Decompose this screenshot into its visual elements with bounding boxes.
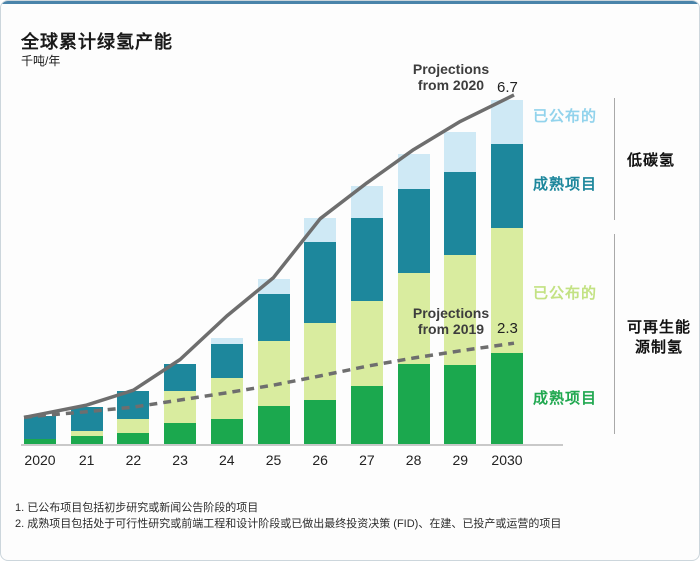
annotation-projections-2020: Projections from 2020 <box>395 61 507 93</box>
bar-24-renewable_mature <box>210 418 243 444</box>
group-label-renewable: 可再生能 源制氢 <box>619 318 699 358</box>
bracket-lowcarbon <box>614 98 615 220</box>
label-renewable-announced: 已公布的 <box>533 285 598 302</box>
annotation-projections-2019-line2: from 2019 <box>417 321 485 337</box>
bar-25-renewable_announced <box>257 341 290 407</box>
bar-28-lowcarbon_announced <box>397 154 430 189</box>
x-tick-21: 21 <box>78 452 95 468</box>
bar-28-lowcarbon_mature <box>397 189 430 273</box>
top-accent-bar <box>1 1 699 4</box>
bar-23-renewable_mature <box>164 423 197 444</box>
x-tick-22: 22 <box>125 452 142 468</box>
projection-line-proj2020 <box>23 93 515 420</box>
x-tick-25: 25 <box>265 452 282 468</box>
bar-29-renewable_mature <box>444 365 477 444</box>
bar-24-renewable_announced <box>210 378 243 419</box>
bar-26-renewable_mature <box>304 400 337 444</box>
value-label-6-7: 6.7 <box>497 79 518 96</box>
x-tick-2020: 2020 <box>24 452 56 468</box>
bar-25-renewable_mature <box>257 406 290 444</box>
bar-29-lowcarbon_mature <box>444 172 477 255</box>
bar-29-renewable_announced <box>444 255 477 366</box>
x-tick-2030: 2030 <box>491 452 523 468</box>
bar-28-renewable_mature <box>397 364 430 444</box>
bar-22-renewable_mature <box>117 433 150 444</box>
label-lowcarbon-announced: 已公布的 <box>533 108 598 125</box>
annotation-projections-2019: Projections from 2019 <box>395 305 507 337</box>
bar-27-renewable_mature <box>350 386 383 444</box>
bar-26-renewable_announced <box>304 323 337 400</box>
group-label-lowcarbon: 低碳氢 <box>627 152 676 169</box>
value-label-2-3: 2.3 <box>497 320 518 337</box>
bar-22-lowcarbon_mature <box>117 391 150 420</box>
page-subtitle: 千吨/年 <box>21 54 61 68</box>
bar-28-renewable_announced <box>397 273 430 365</box>
x-tick-27: 27 <box>359 452 375 468</box>
bar-2020-renewable_mature <box>24 438 56 444</box>
bar-29-lowcarbon_announced <box>444 132 477 173</box>
bar-2030-lowcarbon_mature <box>491 144 523 228</box>
bar-2030-lowcarbon_announced <box>491 100 523 144</box>
bar-21-renewable_mature <box>70 435 103 444</box>
bar-2030-renewable_mature <box>491 352 523 444</box>
annotation-projections-2020-line1: Projections <box>412 61 490 77</box>
bar-24-lowcarbon_announced <box>210 338 243 345</box>
annotation-projections-2019-line1: Projections <box>412 305 490 321</box>
x-tick-28: 28 <box>405 452 422 468</box>
group-label-renewable-line2: 源制氢 <box>634 339 683 356</box>
bar-24-lowcarbon_mature <box>210 344 243 378</box>
footnote-1: 1. 已公布项目包括初步研究或新闻公告阶段的项目 <box>15 502 259 514</box>
bar-2030-renewable_announced <box>491 227 523 353</box>
x-tick-26: 26 <box>312 452 328 468</box>
x-tick-23: 23 <box>172 452 188 468</box>
footnote-2: 2. 成熟项目包括处于可行性研究或前端工程和设计阶段或已做出最终投资决策 (FI… <box>15 518 562 530</box>
label-lowcarbon-mature: 成熟项目 <box>533 176 598 193</box>
bracket-renewable <box>614 234 615 434</box>
bar-22-renewable_announced <box>117 419 150 434</box>
page-title: 全球累计绿氢产能 <box>21 32 173 52</box>
x-tick-24: 24 <box>219 452 235 468</box>
label-renewable-mature: 成熟项目 <box>533 390 598 407</box>
bar-21-renewable_announced <box>70 430 103 436</box>
bar-23-renewable_announced <box>164 390 197 424</box>
bar-25-lowcarbon_mature <box>257 294 290 342</box>
x-tick-29: 29 <box>452 452 469 468</box>
annotation-projections-2020-line2: from 2020 <box>417 77 485 93</box>
bar-27-lowcarbon_mature <box>350 218 383 302</box>
group-label-renewable-line1: 可再生能 <box>626 319 691 336</box>
projection-line-proj2019 <box>23 341 515 419</box>
bar-2020-lowcarbon_mature <box>24 415 56 439</box>
bar-27-renewable_announced <box>350 301 383 387</box>
bar-26-lowcarbon_mature <box>304 242 337 324</box>
x-axis-line <box>21 444 563 446</box>
